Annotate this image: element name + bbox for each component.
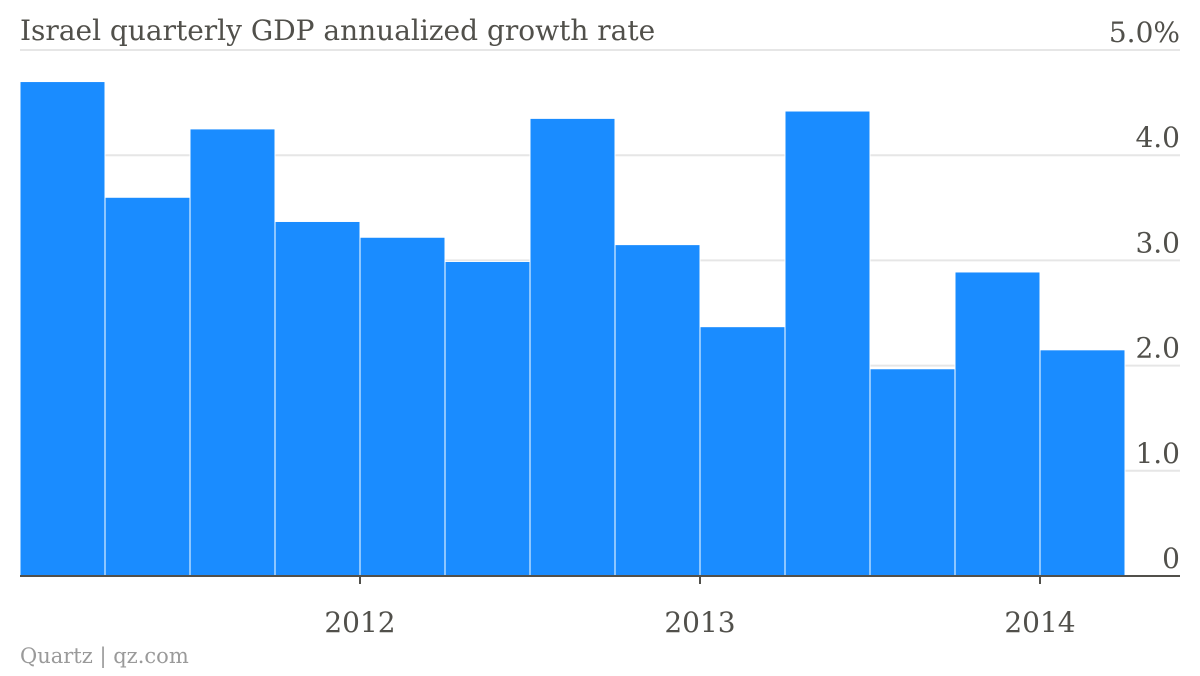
x-tick-label: 2014	[1004, 606, 1075, 639]
x-tick-label: 2013	[664, 606, 735, 639]
x-tick-label: 2012	[324, 606, 395, 639]
bar	[1039, 349, 1126, 577]
y-axis-ticks: 0 1.0 2.0 3.0 4.0 5.0%	[1109, 16, 1180, 575]
y-tick-label: 4.0	[1135, 121, 1180, 154]
source-credit: Quartz | qz.com	[20, 644, 189, 668]
x-axis-ticks: 2012 2013 2014	[324, 576, 1076, 639]
y-tick-label: 2.0	[1135, 332, 1180, 365]
bar	[19, 81, 106, 577]
chart-title: Israel quarterly GDP annualized growth r…	[20, 14, 656, 47]
y-tick-label: 5.0%	[1109, 16, 1180, 49]
bar	[529, 117, 616, 577]
bar	[954, 271, 1041, 577]
bar	[189, 128, 276, 577]
y-tick-label: 1.0	[1135, 437, 1180, 470]
bar	[784, 110, 871, 577]
bar	[869, 368, 956, 577]
bar	[614, 244, 701, 577]
bar	[104, 196, 191, 577]
bar	[359, 236, 446, 577]
bar	[699, 326, 786, 577]
bars	[19, 81, 1126, 577]
y-tick-label: 3.0	[1135, 226, 1180, 259]
y-tick-label: 0	[1162, 542, 1180, 575]
bar	[274, 220, 361, 577]
bar	[444, 260, 531, 577]
